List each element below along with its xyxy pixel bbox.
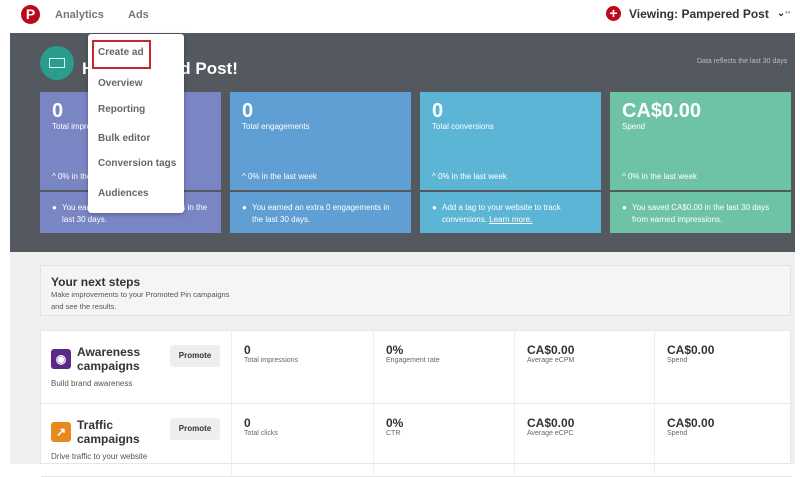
campaign-name: Awareness campaigns: [77, 345, 141, 373]
campaign-desc: Build brand awareness: [51, 379, 133, 388]
campaigns-table: ◉ Awareness campaigns Build brand awarenes…: [40, 330, 792, 477]
viewing-label: Viewing: Pampered Post: [629, 6, 769, 21]
tip-text: Add a tag to your website to track conve…: [442, 203, 561, 224]
top-bar: P Analytics Ads + Viewing: Pampered Post…: [0, 0, 800, 33]
metric-value: CA$0.00: [527, 416, 575, 430]
card-value: 0: [52, 100, 64, 122]
campaign-desc: Drive traffic to your website: [51, 452, 148, 461]
card-label: Total conversions: [432, 122, 494, 131]
metric-label: Engagement rate: [386, 357, 440, 364]
campaign-name: Traffic campaigns: [77, 418, 140, 446]
metric-label: Average eCPM: [527, 357, 575, 364]
chevron-down-icon[interactable]: ⌄: [776, 8, 786, 19]
lightbulb-icon: ●: [242, 203, 247, 212]
metric-value: 0: [244, 343, 251, 357]
menu-item-create-ad[interactable]: Create ad: [98, 47, 144, 58]
metric-label: Spend: [667, 430, 688, 437]
card-value: 0: [432, 100, 444, 122]
engagements-card: 0 Total engagements ^ 0% in the last week: [230, 92, 411, 190]
campaign-row-awareness: ◉ Awareness campaigns Build brand awarenes…: [41, 331, 792, 404]
eye-icon: ◉: [51, 349, 71, 369]
card-value: CA$0.00: [622, 100, 701, 122]
lightbulb-icon: ●: [52, 203, 57, 212]
next-steps: Your next steps Make improvements to you…: [40, 265, 791, 316]
tip-text: You saved CA$0.00 in the last 30 days fr…: [632, 203, 770, 224]
learn-more-link[interactable]: Learn more.: [489, 215, 533, 224]
menu-item-conversion-tags[interactable]: Conversion tags: [98, 158, 177, 169]
menu-item-audiences[interactable]: Audiences: [98, 188, 149, 199]
spend-tip: ● You saved CA$0.00 in the last 30 days f…: [610, 192, 791, 233]
metric-label: Spend: [667, 357, 688, 364]
next-steps-desc: Make improvements to your Promoted Pin c…: [51, 290, 230, 311]
metric-label: CTR: [386, 430, 401, 437]
menu-item-reporting[interactable]: Reporting: [98, 104, 146, 115]
card-value: 0: [242, 100, 254, 122]
metric-label: Average eCPC: [527, 430, 574, 437]
conversions-card: 0 Total conversions ^ 0% in the last week: [420, 92, 601, 190]
card-week: ^ 0% in the last week: [622, 172, 697, 181]
card-label: Total impressions: [52, 122, 114, 131]
metric-value: 0: [244, 416, 251, 430]
metric-value: CA$0.00: [667, 416, 715, 430]
highlight-box: [92, 40, 151, 69]
data-range-note: Data reflects the last 30 days: [697, 58, 788, 65]
promote-button[interactable]: Promote: [170, 345, 220, 367]
metric-value: CA$0.00: [667, 343, 715, 357]
card-label: Total engagements: [242, 122, 310, 131]
nav-ads[interactable]: Ads: [128, 9, 149, 21]
metric-value: 0%: [386, 416, 404, 430]
nav-analytics[interactable]: Analytics: [55, 9, 104, 21]
spend-card: CA$0.00 Spend ^ 0% in the last week: [610, 92, 791, 190]
card-label: Spend: [622, 122, 646, 131]
arrow-up-right-icon: ↗: [51, 422, 71, 442]
pinterest-logo-icon[interactable]: P: [21, 5, 40, 24]
metric-label: Total impressions: [244, 357, 299, 364]
more-icon[interactable]: ••: [785, 8, 791, 17]
engagements-tip: ● You earned an extra 0 engagements in th…: [230, 192, 411, 233]
metric-value: 0%: [386, 343, 404, 357]
plus-icon[interactable]: +: [606, 6, 621, 21]
lightbulb-icon: ●: [432, 203, 437, 212]
card-week: ^ 0% in the last week: [432, 172, 507, 181]
menu-item-bulk-editor[interactable]: Bulk editor: [98, 133, 151, 144]
lightbulb-icon: ●: [622, 203, 627, 212]
conversions-tip: ● Add a tag to your website to track conv…: [420, 192, 601, 233]
account-switcher[interactable]: + Viewing: Pampered Post ⌄: [606, 6, 785, 21]
ads-dropdown-menu: Create ad Overview Reporting Bulk editor…: [88, 34, 184, 213]
campaign-row-traffic: ↗ Traffic campaigns Drive traffic to your …: [41, 404, 792, 477]
metric-label: Total clicks: [244, 430, 278, 437]
metric-value: CA$0.00: [527, 343, 575, 357]
avatar: [40, 46, 74, 80]
card-week: ^ 0% in the last week: [242, 172, 317, 181]
tip-text: You earned an extra 0 engagements in the…: [252, 203, 390, 224]
promote-button[interactable]: Promote: [170, 418, 220, 440]
menu-item-overview[interactable]: Overview: [98, 78, 143, 89]
next-steps-title: Your next steps: [51, 275, 141, 289]
